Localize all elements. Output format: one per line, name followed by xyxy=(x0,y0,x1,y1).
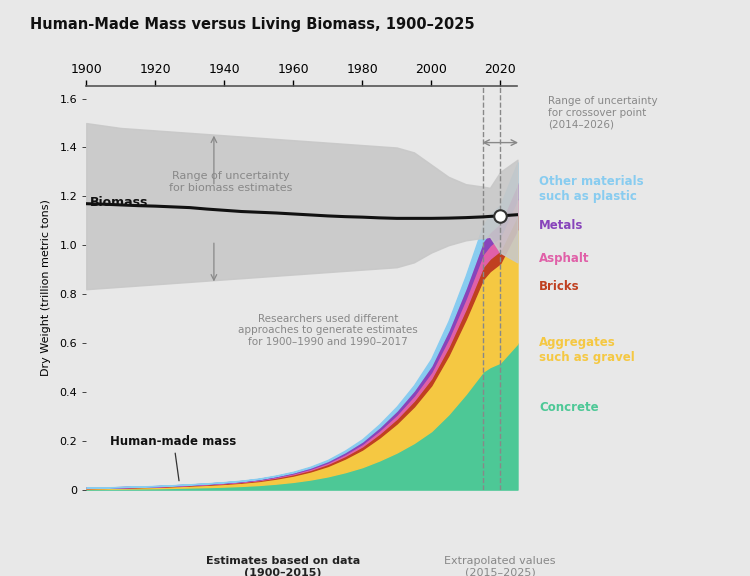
Text: Estimates based on data
(1900–2015): Estimates based on data (1900–2015) xyxy=(206,556,360,576)
Text: Asphalt: Asphalt xyxy=(539,252,590,265)
Text: Bricks: Bricks xyxy=(539,280,580,293)
Y-axis label: Dry Weight (trillion metric tons): Dry Weight (trillion metric tons) xyxy=(41,199,51,377)
Text: Researchers used different
approaches to generate estimates
for 1900–1990 and 19: Researchers used different approaches to… xyxy=(238,314,418,347)
Text: Range of uncertainty
for crossover point
(2014–2026): Range of uncertainty for crossover point… xyxy=(548,97,658,130)
Text: Human-Made Mass versus Living Biomass, 1900–2025: Human-Made Mass versus Living Biomass, 1… xyxy=(30,17,475,32)
Text: Extrapolated values
(2015–2025): Extrapolated values (2015–2025) xyxy=(445,556,556,576)
Text: Range of uncertainty
for biomass estimates: Range of uncertainty for biomass estimat… xyxy=(170,171,292,193)
Text: Metals: Metals xyxy=(539,219,584,233)
Text: Human-made mass: Human-made mass xyxy=(110,435,237,481)
Text: Biomass: Biomass xyxy=(90,196,148,209)
Text: Concrete: Concrete xyxy=(539,401,598,414)
Text: Aggregates
such as gravel: Aggregates such as gravel xyxy=(539,336,635,365)
Text: Other materials
such as plastic: Other materials such as plastic xyxy=(539,175,644,203)
